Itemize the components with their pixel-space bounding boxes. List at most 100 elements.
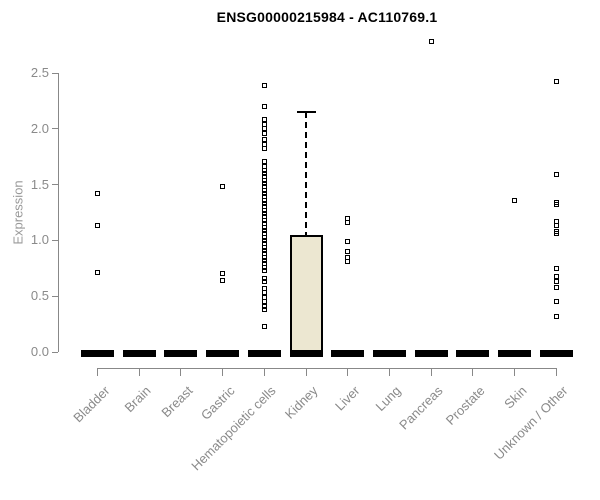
outlier-point	[553, 265, 559, 271]
outlier-point	[261, 303, 267, 309]
outlier-point	[553, 223, 559, 229]
outlier-point	[261, 231, 267, 237]
outlier-point	[261, 217, 267, 223]
whisker-cap	[296, 110, 316, 114]
chart-title: ENSG00000215984 - AC110769.1	[216, 9, 438, 25]
outlier-point	[220, 271, 226, 277]
outlier-point	[261, 130, 267, 136]
whisker	[305, 112, 307, 235]
y-tick-label: 0.0	[30, 344, 49, 359]
outlier-point	[261, 211, 267, 217]
outlier-point	[261, 204, 267, 210]
x-axis-tick	[514, 368, 515, 376]
outlier-point	[261, 207, 267, 213]
y-axis-tick	[51, 239, 58, 241]
x-axis-tick	[97, 368, 98, 376]
outlier-point	[512, 197, 517, 203]
outlier-point	[261, 164, 267, 170]
outlier-point	[261, 227, 267, 233]
x-axis-tick	[430, 368, 432, 376]
outlier-point	[261, 275, 267, 281]
outlier-point	[428, 39, 434, 45]
outlier-point	[345, 259, 351, 265]
x-axis-tick	[263, 368, 265, 376]
outlier-point	[95, 191, 100, 197]
outlier-point	[261, 264, 267, 270]
outlier-point	[553, 231, 559, 237]
outlier-point	[553, 299, 559, 305]
outlier-point	[261, 103, 267, 109]
median-bar	[456, 350, 490, 357]
x-axis-tick	[347, 368, 349, 376]
x-axis-tick	[472, 368, 474, 376]
y-axis-line	[57, 73, 59, 352]
y-axis-tick	[51, 351, 58, 353]
outlier-point	[220, 184, 226, 190]
outlier-point	[261, 177, 267, 183]
median-bar	[81, 350, 114, 357]
box	[289, 234, 323, 355]
outlier-point	[261, 224, 267, 230]
y-axis-tick	[51, 72, 58, 74]
outlier-point	[261, 197, 267, 203]
outlier-point	[261, 214, 267, 220]
outlier-point	[553, 313, 559, 319]
median-bar	[289, 350, 323, 357]
median-bar	[331, 350, 365, 357]
outlier-point	[345, 249, 351, 255]
outlier-point	[261, 201, 267, 207]
outlier-point	[261, 268, 267, 274]
outlier-point	[220, 278, 226, 284]
outlier-point	[553, 172, 559, 178]
outlier-point	[261, 184, 267, 190]
y-axis-tick	[51, 128, 58, 130]
median-bar	[164, 350, 198, 357]
outlier-point	[261, 191, 267, 197]
outlier-point	[261, 251, 267, 257]
outlier-point	[261, 237, 267, 243]
outlier-point	[261, 167, 267, 173]
median-bar	[539, 350, 573, 357]
x-axis-tick	[180, 368, 182, 376]
y-tick-label: 0.5	[30, 288, 49, 304]
outlier-point	[261, 158, 267, 164]
y-tick-label: 1.5	[30, 176, 49, 192]
outlier-point	[345, 220, 351, 226]
outlier-point	[553, 284, 559, 290]
outlier-point	[261, 244, 267, 250]
outlier-point	[261, 174, 267, 180]
y-axis-tick	[51, 184, 58, 186]
outlier-point	[261, 241, 267, 247]
outlier-point	[261, 261, 267, 267]
x-axis-tick	[305, 368, 307, 376]
median-bar	[206, 350, 240, 357]
outlier-point	[261, 307, 267, 313]
outlier-point	[261, 180, 267, 186]
y-tick-label: 2.0	[30, 120, 49, 136]
y-tick-label: 2.5	[30, 65, 49, 80]
outlier-point	[261, 146, 267, 152]
outlier-point	[553, 202, 559, 208]
median-bar	[372, 350, 406, 357]
outlier-point	[261, 247, 267, 253]
outlier-point	[345, 239, 351, 245]
y-axis-tick	[51, 295, 58, 297]
outlier-point	[261, 257, 267, 263]
x-axis-tick	[138, 368, 140, 376]
x-axis-tick	[388, 368, 390, 376]
median-bar	[498, 350, 531, 357]
outlier-point	[261, 170, 267, 176]
outlier-point	[553, 79, 559, 85]
outlier-point	[553, 273, 559, 279]
outlier-point	[261, 82, 267, 88]
outlier-point	[261, 323, 267, 329]
outlier-point	[261, 254, 267, 260]
outlier-point	[261, 194, 267, 200]
outlier-point	[261, 187, 267, 193]
median-bar	[122, 350, 156, 357]
outlier-point	[95, 223, 100, 229]
outlier-point	[261, 279, 267, 285]
outlier-point	[95, 270, 100, 276]
median-bar	[414, 350, 448, 357]
